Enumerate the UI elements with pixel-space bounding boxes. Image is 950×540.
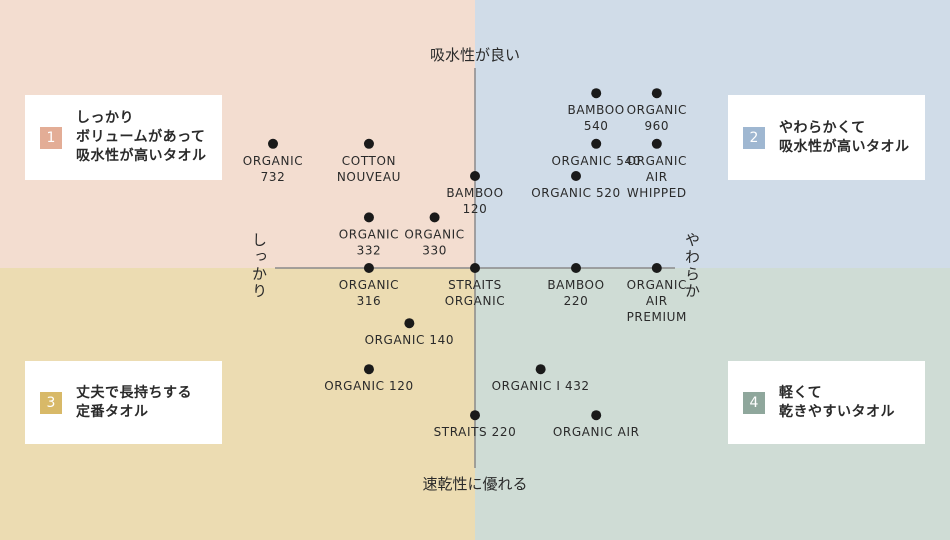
data-point-5-label-1: ORGANIC 540	[551, 154, 641, 168]
data-point-11-label-1: ORGANIC	[339, 278, 399, 292]
quadrant-1-line-2: ボリュームがあって	[76, 129, 206, 145]
data-point-1-label-1: ORGANIC	[243, 154, 303, 168]
data-point-8	[470, 171, 480, 181]
data-point-3	[591, 88, 602, 99]
data-point-1-label-2: 732	[261, 170, 286, 184]
data-point-6-label-2: AIR	[646, 170, 668, 184]
data-point-18	[470, 410, 480, 421]
data-point-7	[571, 171, 581, 181]
data-point-14	[651, 263, 662, 273]
data-point-11-label-2: 316	[357, 294, 382, 308]
data-point-14-label-3: PREMIUM	[627, 310, 687, 324]
data-point-8-label-2: 120	[463, 202, 488, 216]
data-point-12-label-2: ORGANIC	[445, 294, 505, 308]
data-point-17-label-1: ORGANIC I 432	[492, 379, 590, 393]
quadrant-3-card: 3 丈夫で長持ちする 定番タオル	[25, 361, 222, 444]
axis-label-left: しっかり	[250, 232, 268, 300]
data-point-16-label-1: ORGANIC 120	[324, 379, 414, 393]
data-point-13-label-2: 220	[564, 294, 589, 308]
axis-label-top: 吸水性が良い	[430, 46, 520, 64]
data-point-18-label-1: STRAITS 220	[434, 425, 517, 439]
data-point-4-label-1: ORGANIC	[627, 103, 687, 117]
quadrant-3-line-2: 定番タオル	[76, 403, 149, 420]
axis-label-bottom: 速乾性に優れる	[422, 475, 527, 493]
data-point-1	[268, 138, 278, 149]
data-point-6	[651, 138, 662, 149]
data-point-4	[651, 88, 662, 99]
quadrant-3-badge: 3	[40, 391, 62, 414]
data-point-5	[591, 138, 602, 149]
data-point-15-label-1: ORGANIC 140	[365, 333, 455, 347]
data-point-7-label-1: ORGANIC 520	[531, 186, 621, 200]
data-point-10-label-1: ORGANIC	[404, 227, 464, 241]
data-point-19-label-1: ORGANIC AIR	[553, 425, 640, 439]
data-point-9	[363, 212, 374, 223]
quadrant-4-card: 4 軽くて 乾きやすいタオル	[728, 361, 925, 444]
data-point-6-label-1: ORGANIC	[627, 154, 687, 168]
data-point-3-label-1: BAMBOO	[568, 103, 625, 117]
data-point-12-label-1: STRAITS	[448, 278, 502, 292]
axis-label-right: やわらか	[683, 232, 701, 300]
data-point-15	[404, 318, 415, 329]
data-point-10	[429, 212, 440, 223]
data-point-3-label-2: 540	[584, 119, 609, 133]
data-point-6-label-3: WHIPPED	[627, 186, 687, 200]
quadrant-4-badge: 4	[743, 391, 765, 414]
quadrant-1-line-3: 吸水性が高いタオル	[76, 148, 207, 164]
quadrant-2-line-2: 吸水性が高いタオル	[779, 138, 910, 155]
quadrant-2-badge: 2	[743, 126, 765, 149]
quadrant-1-line-1: しっかり	[76, 110, 134, 126]
quadrant-1-card: 1 しっかり ボリュームがあって 吸水性が高いタオル	[25, 95, 222, 180]
data-point-14-label-2: AIR	[646, 294, 668, 308]
data-point-16	[363, 364, 374, 375]
data-point-11	[363, 263, 374, 273]
data-point-17	[535, 364, 546, 375]
data-point-10-label-2: 330	[422, 243, 447, 257]
data-point-2	[363, 138, 374, 149]
data-point-2-label-2: NOUVEAU	[337, 170, 401, 184]
data-point-8-label-1: BAMBOO	[446, 186, 503, 200]
quadrant-4-line-2: 乾きやすいタオル	[779, 403, 895, 420]
quadrant-2-line-1: やわらかくて	[779, 119, 866, 136]
data-point-12	[470, 263, 480, 273]
data-point-13	[571, 263, 581, 273]
quadrant-2-card: 2 やわらかくて 吸水性が高いタオル	[728, 95, 925, 180]
data-point-14-label-1: ORGANIC	[627, 278, 687, 292]
data-point-13-label-1: BAMBOO	[547, 278, 604, 292]
data-point-9-label-1: ORGANIC	[339, 227, 399, 241]
quadrant-3-line-1: 丈夫で長持ちする	[76, 384, 192, 401]
quadrant-1-badge: 1	[40, 126, 62, 149]
data-point-4-label-2: 960	[644, 119, 669, 133]
data-point-9-label-2: 332	[357, 243, 382, 257]
data-point-19	[591, 410, 602, 421]
data-point-2-label-1: COTTON	[342, 154, 396, 168]
quadrant-4-line-1: 軽くて	[779, 384, 823, 401]
